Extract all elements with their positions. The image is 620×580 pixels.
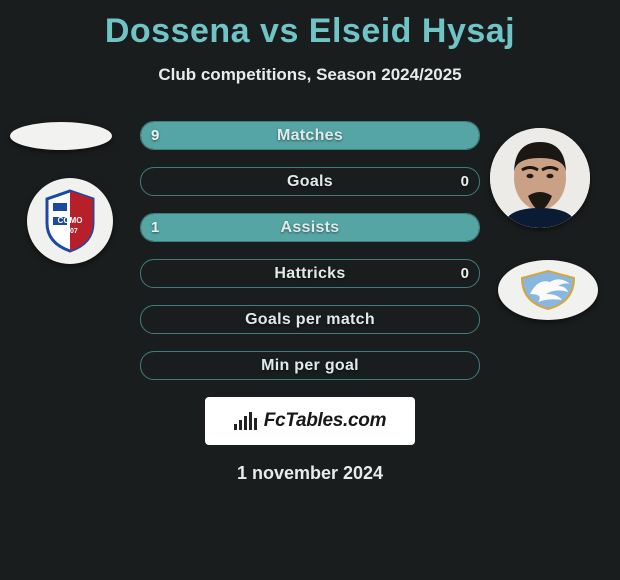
club-left-badge: COMO 1907 [27, 178, 113, 264]
stat-bar-row: Goals0 [140, 167, 480, 196]
stat-bar-left-value: 9 [151, 122, 159, 149]
player-right-avatar [490, 128, 590, 228]
club-right-badge [498, 260, 598, 320]
stat-bar-row: Assists1 [140, 213, 480, 242]
stat-bars: Matches9Goals0Assists1Hattricks0Goals pe… [140, 121, 480, 380]
stat-bar-left-value: 1 [151, 214, 159, 241]
stat-bar-label: Assists [141, 214, 479, 241]
stat-bar-label: Goals [141, 168, 479, 195]
date-text: 1 november 2024 [0, 463, 620, 484]
stat-bar-label: Matches [141, 122, 479, 149]
stat-bar-label: Hattricks [141, 260, 479, 287]
svg-text:COMO: COMO [58, 216, 83, 225]
stat-bar-label: Goals per match [141, 306, 479, 333]
attribution-text: FcTables.com [264, 410, 386, 432]
stat-bar-row: Hattricks0 [140, 259, 480, 288]
stat-bar-right-value: 0 [461, 260, 469, 287]
stat-bar-right-value: 0 [461, 168, 469, 195]
stat-bar-row: Matches9 [140, 121, 480, 150]
stat-bar-row: Min per goal [140, 351, 480, 380]
page-subtitle: Club competitions, Season 2024/2025 [0, 65, 620, 85]
attribution-badge: FcTables.com [205, 397, 415, 445]
svg-text:1907: 1907 [62, 228, 78, 235]
page-title: Dossena vs Elseid Hysaj [0, 0, 620, 51]
stat-bar-row: Goals per match [140, 305, 480, 334]
player-left-avatar [10, 122, 112, 150]
stat-bar-label: Min per goal [141, 352, 479, 379]
fctables-logo-icon [234, 412, 258, 430]
